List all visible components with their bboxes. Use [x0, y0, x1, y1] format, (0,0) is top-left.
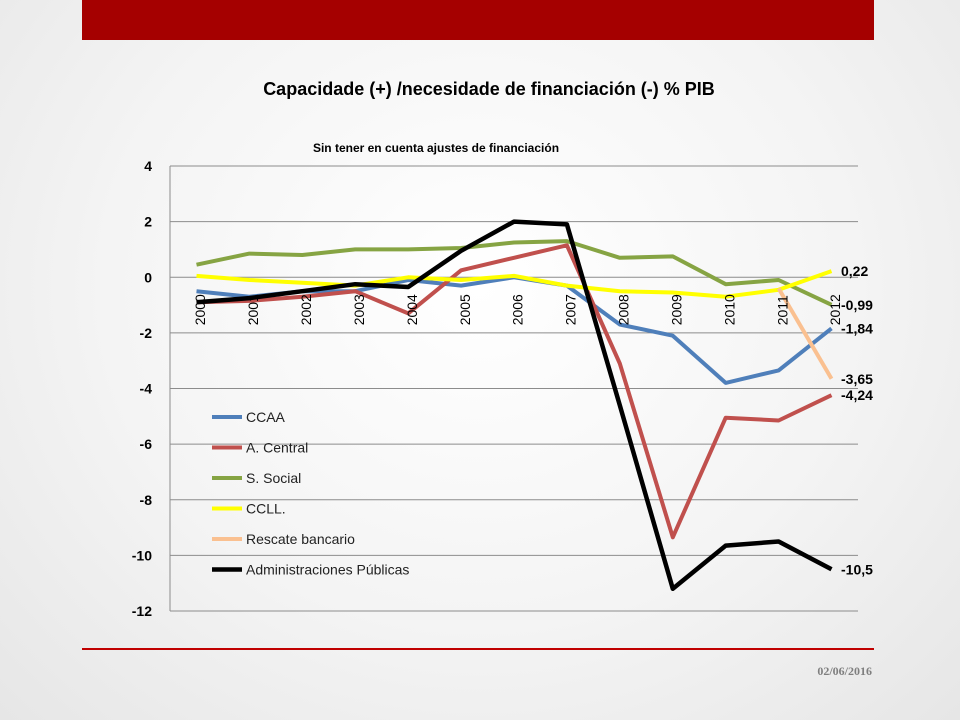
bottom-rule: [82, 648, 874, 650]
x-tick-label: 2011: [774, 295, 790, 325]
x-axis-ticks: 2000 2001 2002 2003 2004 2005 2006 2007 2008 2009…: [192, 294, 843, 325]
chart-title: Capacidade (+) /necesidade de financiaci…: [263, 79, 715, 99]
slide-date: 02/06/2016: [817, 664, 872, 678]
x-tick-label: 2010: [721, 294, 737, 325]
y-tick-label: -2: [140, 325, 153, 341]
x-tick-label: 2003: [351, 294, 367, 325]
y-tick-label: 4: [144, 158, 152, 174]
data-label: -10,5: [841, 561, 873, 577]
data-labels: 0,22 -0,99 -1,84 -3,65-4,24 -10,5: [841, 263, 873, 577]
top-red-bar: [82, 0, 874, 40]
y-tick-label: -12: [132, 603, 152, 619]
data-label: -1,84: [841, 320, 873, 336]
x-tick-label: 2008: [616, 294, 632, 325]
y-axis: 4 2 0 -2 -4 -6 -8 -10 -12: [132, 158, 171, 619]
legend-entry: CCAA: [246, 409, 286, 425]
x-tick-label: 2005: [457, 294, 473, 325]
legend: CCAA A. Central S. Social CCLL. Rescate banc…: [212, 409, 409, 578]
x-tick-label: 2006: [510, 294, 526, 325]
x-tick-label: 2004: [404, 294, 420, 325]
series-line-s-social: [196, 239, 833, 307]
x-tick-label: 2001: [245, 294, 261, 325]
x-tick-label: 2002: [298, 294, 314, 325]
legend-entry: Rescate bancario: [246, 531, 355, 547]
data-label: -4,24: [841, 387, 873, 403]
x-tick-label: 2007: [563, 294, 579, 325]
series-lines: [196, 219, 834, 592]
series-line-ccll-: [196, 269, 833, 299]
y-tick-label: 2: [144, 214, 152, 230]
series-line-a-central: [196, 243, 833, 540]
y-tick-label: -4: [140, 381, 153, 397]
x-tick-label: 2000: [192, 294, 208, 325]
y-tick-label: 0: [144, 269, 152, 285]
data-label: -0,99: [841, 297, 873, 313]
y-tick-label: -6: [140, 436, 153, 452]
x-tick-label: 2012: [827, 294, 843, 325]
legend-entry: CCLL.: [246, 501, 286, 517]
legend-entry: A. Central: [246, 440, 308, 456]
data-label: 0,22: [841, 263, 868, 279]
series-line-administraciones-p-blicas: [196, 219, 833, 592]
data-label: -3,65: [841, 371, 873, 387]
legend-entry: Administraciones Públicas: [246, 562, 409, 578]
x-tick-label: 2009: [669, 294, 685, 325]
chart-subtitle: Sin tener en cuenta ajustes de financiac…: [313, 141, 559, 155]
series-line-rescate-bancario: [776, 287, 834, 380]
legend-entry: S. Social: [246, 470, 301, 486]
y-tick-label: -8: [140, 492, 153, 508]
y-tick-label: -10: [132, 547, 152, 563]
